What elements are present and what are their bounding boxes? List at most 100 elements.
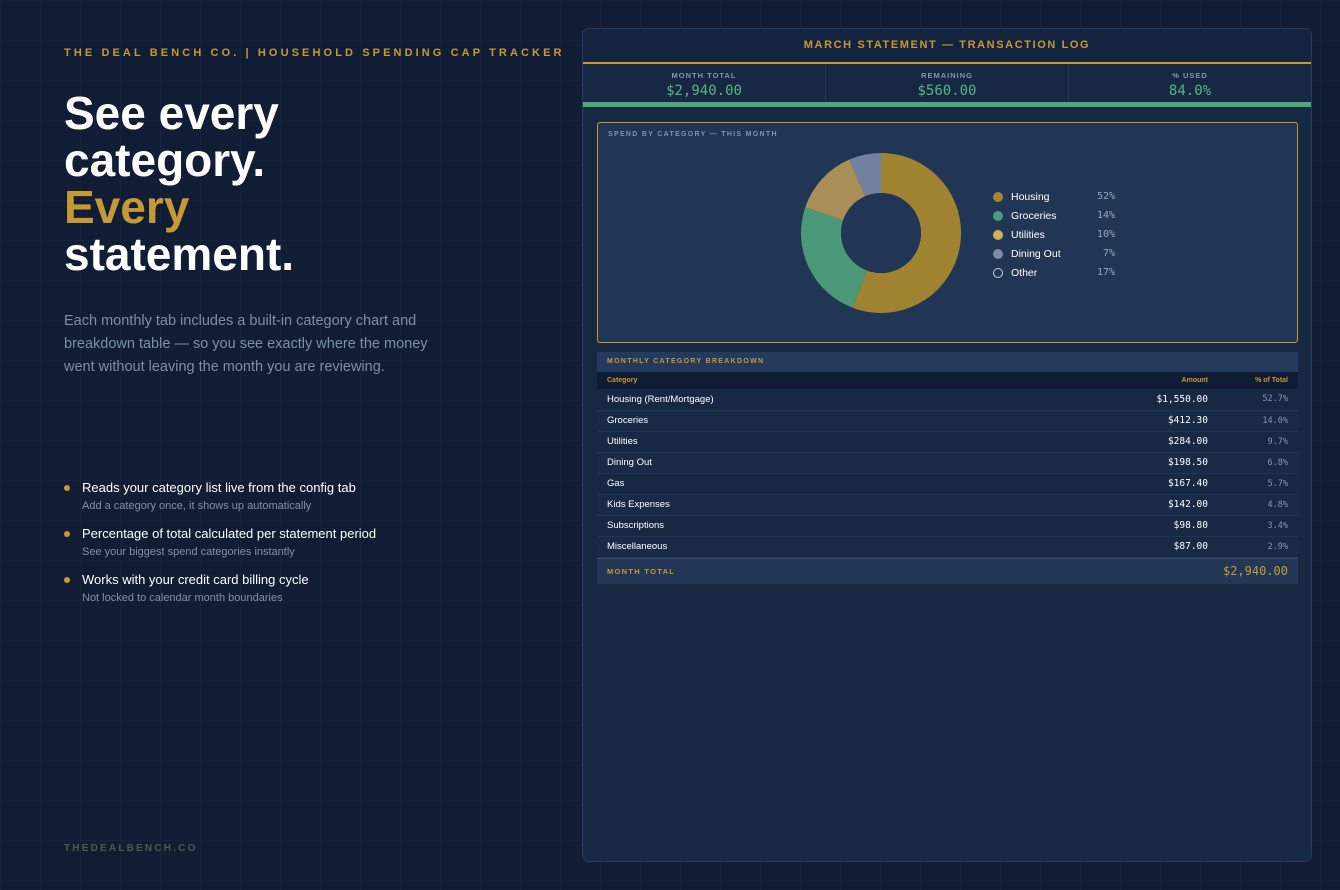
legend-label: Utilities bbox=[1011, 228, 1045, 241]
row-amount: $198.50 bbox=[1098, 452, 1218, 474]
footer-url: THEDEALBENCH.CO bbox=[64, 843, 198, 854]
feature-title: Works with your credit card billing cycl… bbox=[82, 572, 309, 587]
kpi-value: $2,940.00 bbox=[666, 83, 742, 99]
legend-swatch bbox=[993, 191, 1003, 202]
legend-percent: 52% bbox=[1096, 191, 1115, 202]
legend-item: Dining Out 7% bbox=[993, 244, 1115, 263]
lede-paragraph: Each monthly tab includes a built-in cat… bbox=[64, 313, 428, 375]
row-category: Utilities bbox=[597, 431, 1098, 453]
table-row: Groceries $412.30 14.0% bbox=[597, 410, 1298, 432]
bullet-icon bbox=[64, 531, 70, 537]
row-percent: 52.7% bbox=[1218, 389, 1298, 411]
bullet-icon bbox=[64, 485, 70, 491]
table-row: Dining Out $198.50 6.8% bbox=[597, 452, 1298, 474]
column-header-category: Category bbox=[597, 372, 1098, 389]
feature-subtitle: Add a category once, it shows up automat… bbox=[82, 500, 312, 512]
row-percent: 5.7% bbox=[1218, 473, 1298, 495]
table-row: Miscellaneous $87.00 2.9% bbox=[597, 536, 1298, 558]
donut-chart bbox=[801, 153, 961, 313]
row-amount: $412.30 bbox=[1098, 410, 1218, 432]
panel-title: MARCH STATEMENT — TRANSACTION LOG bbox=[583, 29, 1311, 64]
feature-title: Percentage of total calculated per state… bbox=[82, 526, 377, 541]
table-row: Gas $167.40 5.7% bbox=[597, 473, 1298, 495]
headline-line-1: See every bbox=[64, 87, 279, 139]
table-row: Kids Expenses $142.00 4.8% bbox=[597, 494, 1298, 516]
feature-subtitle: See your biggest spend categories instan… bbox=[82, 546, 295, 558]
legend-item: Other 17% bbox=[993, 263, 1115, 282]
legend-percent: 10% bbox=[1096, 229, 1115, 240]
table-total-row: MONTH TOTAL $2,940.00 bbox=[597, 557, 1298, 584]
row-category: Subscriptions bbox=[597, 515, 1098, 537]
donut-slice-utilities bbox=[805, 159, 866, 221]
row-percent: 6.8% bbox=[1218, 452, 1298, 474]
category-chart: SPEND BY CATEGORY — THIS MONTH Housing 52… bbox=[597, 122, 1298, 343]
row-category: Dining Out bbox=[597, 452, 1098, 474]
table-row: Utilities $284.00 9.7% bbox=[597, 431, 1298, 453]
legend-percent: 14% bbox=[1096, 210, 1115, 221]
donut-hole bbox=[841, 193, 921, 273]
legend-item: Housing 52% bbox=[993, 187, 1115, 206]
column-header-amount: Amount bbox=[1098, 372, 1218, 389]
legend-label: Other bbox=[1011, 266, 1038, 279]
kpi-label: MONTH TOTAL bbox=[671, 71, 737, 80]
row-percent: 14.0% bbox=[1218, 410, 1298, 432]
headline-accent: Every bbox=[64, 181, 190, 233]
bullet-icon bbox=[64, 577, 70, 583]
headline-line-4: statement. bbox=[64, 228, 295, 280]
table-row: Subscriptions $98.80 3.4% bbox=[597, 515, 1298, 537]
row-category: Groceries bbox=[597, 410, 1098, 432]
donut-slice-groceries bbox=[801, 207, 867, 308]
kpi-value: $560.00 bbox=[917, 83, 977, 99]
legend-swatch bbox=[993, 210, 1003, 221]
total-value: $2,940.00 bbox=[1222, 564, 1288, 578]
chart-title: SPEND BY CATEGORY — THIS MONTH bbox=[608, 131, 778, 138]
table-title: MONTHLY CATEGORY BREAKDOWN bbox=[597, 352, 1298, 372]
kpi-bar: MONTH TOTAL $2,940.00 REMAINING $560.00 … bbox=[583, 64, 1311, 107]
feature-subtitle: Not locked to calendar month boundaries bbox=[82, 592, 283, 604]
legend-item: Utilities 10% bbox=[993, 225, 1115, 244]
feature-title: Reads your category list live from the c… bbox=[82, 480, 356, 495]
legend-item: Groceries 14% bbox=[993, 206, 1115, 225]
row-percent: 2.9% bbox=[1218, 536, 1298, 558]
chart-legend: Housing 52% Groceries 14% Utilities 10% Dining… bbox=[993, 187, 1115, 282]
category-table: Category Amount % of Total Housing (Rent… bbox=[597, 372, 1298, 558]
row-category: Miscellaneous bbox=[597, 536, 1098, 558]
eyebrow-text: THE DEAL BENCH CO. | HOUSEHOLD SPENDING … bbox=[64, 47, 565, 59]
feature-list: Reads your category list live from the c… bbox=[64, 480, 504, 618]
table-body: Housing (Rent/Mortgage) $1,550.00 52.7% Gro… bbox=[597, 389, 1298, 558]
donut-slice-dining-out bbox=[849, 153, 881, 197]
kpi-month-total: MONTH TOTAL $2,940.00 bbox=[583, 64, 826, 102]
kpi-label: REMAINING bbox=[921, 71, 973, 80]
row-amount: $142.00 bbox=[1098, 494, 1218, 516]
row-category: Gas bbox=[597, 473, 1098, 495]
legend-percent: 7% bbox=[1102, 248, 1115, 259]
donut-slice-housing bbox=[852, 153, 961, 313]
row-amount: $167.40 bbox=[1098, 473, 1218, 495]
legend-swatch bbox=[993, 229, 1003, 240]
legend-percent: 17% bbox=[1096, 267, 1115, 278]
kpi-remaining: REMAINING $560.00 bbox=[826, 64, 1069, 102]
table-header-row: Category Amount % of Total bbox=[597, 372, 1298, 389]
row-amount: $98.80 bbox=[1098, 515, 1218, 537]
statement-panel: MARCH STATEMENT — TRANSACTION LOG MONTH … bbox=[582, 28, 1312, 862]
kpi-label: % USED bbox=[1172, 71, 1208, 80]
row-percent: 3.4% bbox=[1218, 515, 1298, 537]
kpi-percent-used: % USED 84.0% bbox=[1069, 64, 1311, 102]
table-row: Housing (Rent/Mortgage) $1,550.00 52.7% bbox=[597, 389, 1298, 411]
headline: See every category. Every statement. bbox=[64, 90, 504, 278]
row-category: Kids Expenses bbox=[597, 494, 1098, 516]
row-category: Housing (Rent/Mortgage) bbox=[597, 389, 1098, 411]
feature-item: Percentage of total calculated per state… bbox=[64, 526, 504, 559]
feature-item: Works with your credit card billing cycl… bbox=[64, 572, 504, 605]
legend-label: Dining Out bbox=[1011, 247, 1061, 260]
total-label: MONTH TOTAL bbox=[607, 566, 676, 576]
legend-swatch bbox=[993, 267, 1003, 278]
row-amount: $1,550.00 bbox=[1098, 389, 1218, 411]
legend-label: Housing bbox=[1011, 190, 1050, 203]
headline-line-2: category. bbox=[64, 134, 266, 186]
legend-swatch bbox=[993, 248, 1003, 259]
breakdown-table: MONTHLY CATEGORY BREAKDOWN Category Amou… bbox=[597, 352, 1298, 584]
row-amount: $87.00 bbox=[1098, 536, 1218, 558]
column-header-percent: % of Total bbox=[1218, 372, 1298, 389]
row-percent: 9.7% bbox=[1218, 431, 1298, 453]
